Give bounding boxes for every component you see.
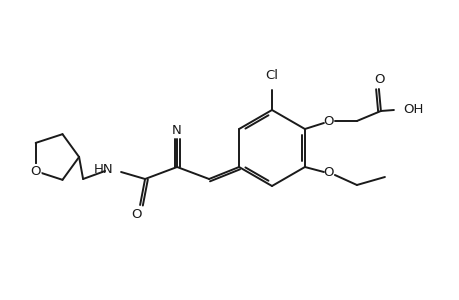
Text: O: O [323,115,333,128]
Text: OH: OH [402,103,422,116]
Text: O: O [323,167,333,179]
Text: Cl: Cl [265,69,278,82]
Text: O: O [130,208,141,220]
Text: O: O [30,165,41,178]
Text: HN: HN [93,163,113,176]
Text: N: N [172,124,182,136]
Text: O: O [374,73,384,85]
